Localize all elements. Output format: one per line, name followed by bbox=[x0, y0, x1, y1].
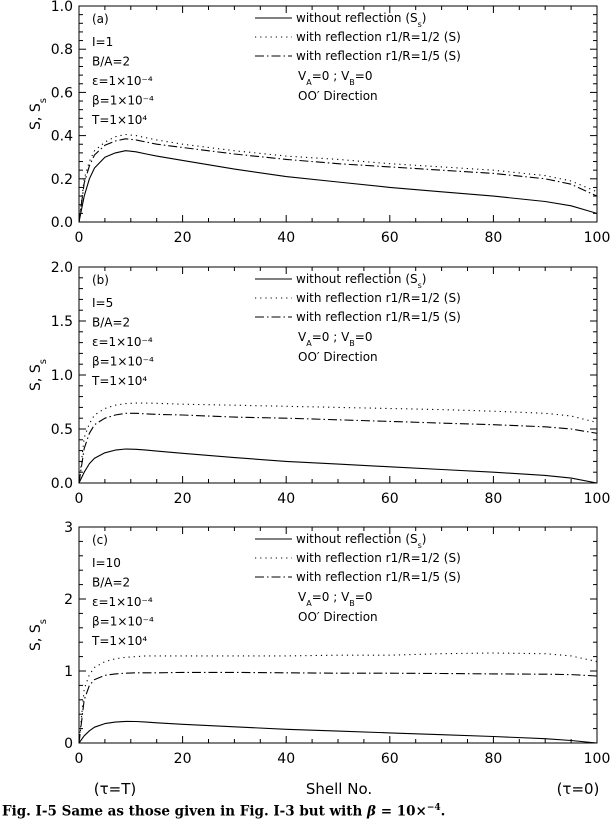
panel-label: (a) bbox=[92, 12, 109, 26]
x-tick-label: 40 bbox=[277, 751, 295, 767]
legend-label: with reflection r1/R=1/2 (S) bbox=[296, 30, 461, 44]
y-tick-label: 1.0 bbox=[51, 0, 73, 15]
parameter-text: I=10 bbox=[92, 556, 121, 570]
x-tick-label: 80 bbox=[484, 751, 502, 767]
parameter-text: ε=1×10⁻⁴ bbox=[92, 335, 153, 349]
caption-beta: β bbox=[367, 803, 377, 820]
y-tick-label: 0.0 bbox=[51, 215, 73, 231]
legend-label: with reflection r1/R=1/2 (S) bbox=[296, 291, 461, 305]
y-tick-label: 2 bbox=[64, 592, 73, 608]
x-tick-label: 60 bbox=[381, 751, 399, 767]
parameter-text: T=1×10⁴ bbox=[91, 634, 147, 648]
figure-caption: Fig. I-5 Same as those given in Fig. I-3… bbox=[2, 803, 445, 820]
series-line-solid bbox=[79, 448, 597, 483]
caption-suffix: . bbox=[440, 803, 446, 820]
y-tick-label: 1.0 bbox=[51, 368, 73, 384]
y-tick-label: 2.0 bbox=[51, 260, 73, 276]
note-text: VA=0 ; VB=0 bbox=[298, 330, 373, 348]
series-line-dotted bbox=[79, 652, 597, 743]
parameter-text: I=5 bbox=[92, 296, 113, 310]
legend-label: with reflection r1/R=1/5 (S) bbox=[296, 310, 461, 324]
x-tick-label: 80 bbox=[484, 230, 502, 246]
series-line-dotted bbox=[79, 402, 597, 483]
series-line-dashdot bbox=[79, 412, 597, 483]
chart-panel-a: 0 20 40 60 80 100 0.0 0.2 0.4 0.6 0.8 1.0 S, Ss (a) I=… bbox=[28, 0, 610, 246]
caption-prefix: Fig. I-5 Same as those given in Fig. I-3… bbox=[2, 803, 368, 820]
x-tick-label: 20 bbox=[174, 491, 192, 507]
legend-label: with reflection r1/R=1/5 (S) bbox=[296, 570, 461, 584]
parameter-text: T=1×10⁴ bbox=[91, 374, 147, 388]
y-tick-label: 0.8 bbox=[51, 42, 73, 58]
series-line-solid bbox=[79, 720, 597, 743]
y-tick-label: 0 bbox=[64, 736, 73, 752]
series-line-solid bbox=[79, 150, 597, 222]
y-axis-label: S, Ss bbox=[28, 619, 49, 651]
x-tick-label: 60 bbox=[381, 491, 399, 507]
note-text: VA=0 ; VB=0 bbox=[298, 69, 373, 87]
y-axis-label: S, Ss bbox=[28, 359, 49, 391]
panel-label: (c) bbox=[92, 533, 108, 547]
x-tick-label: 80 bbox=[484, 491, 502, 507]
parameter-text: B/A=2 bbox=[92, 316, 130, 330]
x-tick-label: 20 bbox=[174, 751, 192, 767]
x-end-label-right: (τ=0) bbox=[557, 780, 600, 798]
x-tick-label: 100 bbox=[584, 491, 610, 507]
parameter-text: I=1 bbox=[92, 35, 113, 49]
parameter-text: ε=1×10⁻⁴ bbox=[92, 595, 153, 609]
caption-exponent: −4 bbox=[426, 803, 441, 813]
y-tick-label: 3 bbox=[64, 520, 73, 536]
x-tick-label: 100 bbox=[584, 751, 610, 767]
x-tick-label: 100 bbox=[584, 230, 610, 246]
legend-label: without reflection (Ss) bbox=[296, 272, 426, 290]
parameter-text: β=1×10⁻⁴ bbox=[92, 355, 154, 369]
series-line-dashdot bbox=[79, 671, 597, 743]
note-text: OO′ Direction bbox=[298, 610, 378, 624]
parameter-text: β=1×10⁻⁴ bbox=[92, 94, 154, 108]
series-line-dotted bbox=[79, 133, 597, 222]
y-tick-label: 1.5 bbox=[51, 314, 73, 330]
chart-panel-c: 0 20 40 60 80 100 0 1 2 3 S, Ss (c) I=10 B/A=2 ε=1×10⁻… bbox=[28, 520, 610, 767]
y-axis-label: S, Ss bbox=[28, 98, 49, 130]
x-tick-label: 0 bbox=[75, 491, 84, 507]
note-text: OO′ Direction bbox=[298, 350, 378, 364]
y-tick-label: 0.6 bbox=[51, 85, 73, 101]
x-tick-label: 20 bbox=[174, 230, 192, 246]
parameter-text: B/A=2 bbox=[92, 576, 130, 590]
panel-label: (b) bbox=[92, 273, 109, 287]
x-tick-label: 60 bbox=[381, 230, 399, 246]
parameter-text: β=1×10⁻⁴ bbox=[92, 615, 154, 629]
x-tick-label: 0 bbox=[75, 751, 84, 767]
legend-label: without reflection (Ss) bbox=[296, 532, 426, 550]
y-tick-label: 1 bbox=[64, 664, 73, 680]
x-tick-label: 0 bbox=[75, 230, 84, 246]
chart-panel-b: 0 20 40 60 80 100 0.0 0.5 1.0 1.5 2.0 S, Ss (b) I=5 B/… bbox=[28, 260, 610, 507]
x-axis-label: Shell No. bbox=[306, 780, 372, 798]
x-tick-label: 40 bbox=[277, 230, 295, 246]
legend-label: without reflection (Ss) bbox=[296, 11, 426, 29]
note-text: VA=0 ; VB=0 bbox=[298, 590, 373, 608]
parameter-text: ε=1×10⁻⁴ bbox=[92, 74, 153, 88]
note-text: OO′ Direction bbox=[298, 89, 378, 103]
x-end-label-left: (τ=T) bbox=[94, 780, 136, 798]
parameter-text: B/A=2 bbox=[92, 55, 130, 69]
legend-label: with reflection r1/R=1/2 (S) bbox=[296, 551, 461, 565]
parameter-text: T=1×10⁴ bbox=[91, 113, 147, 127]
legend-label: with reflection r1/R=1/5 (S) bbox=[296, 49, 461, 63]
y-tick-label: 0.0 bbox=[51, 476, 73, 492]
y-tick-label: 0.2 bbox=[51, 172, 73, 188]
x-tick-label: 40 bbox=[277, 491, 295, 507]
y-tick-label: 0.4 bbox=[51, 129, 73, 145]
caption-equals-value: = 10× bbox=[376, 803, 427, 820]
y-tick-label: 0.5 bbox=[51, 422, 73, 438]
series-line-dashdot bbox=[79, 138, 597, 222]
